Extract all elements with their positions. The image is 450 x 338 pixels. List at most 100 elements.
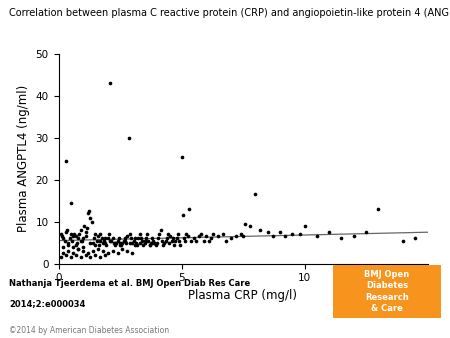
Point [99, 248, 106, 254]
Point [130, 238, 137, 243]
Point [83, 225, 90, 231]
Point [70, 244, 77, 249]
Point [122, 238, 129, 243]
Point [65, 248, 72, 254]
Point [124, 248, 131, 254]
Point [135, 236, 142, 241]
Point [63, 227, 71, 233]
Point [60, 236, 67, 241]
Point [198, 232, 205, 237]
Point [57, 255, 64, 260]
Point [110, 240, 117, 245]
Point [94, 234, 101, 239]
Point [82, 230, 89, 235]
Point [87, 215, 94, 220]
Point [119, 240, 126, 245]
Point [180, 236, 188, 241]
Point [82, 252, 89, 258]
Point [126, 240, 134, 245]
Point [90, 248, 97, 254]
Point [80, 244, 87, 249]
Point [220, 232, 227, 237]
Point [103, 242, 110, 247]
Point [252, 192, 259, 197]
Point [154, 236, 162, 241]
Point [232, 234, 239, 239]
Point [127, 236, 135, 241]
Point [77, 238, 84, 243]
Point [72, 234, 79, 239]
Point [97, 232, 104, 237]
Point [107, 81, 114, 86]
Point [126, 232, 134, 237]
Point [338, 236, 345, 241]
Point [136, 232, 143, 237]
Point [193, 238, 200, 243]
Point [210, 232, 217, 237]
Point [99, 240, 106, 245]
Point [87, 240, 94, 245]
Point [102, 252, 109, 258]
Point [57, 232, 64, 237]
Point [132, 240, 140, 245]
Point [325, 230, 333, 235]
Point [102, 236, 109, 241]
Point [148, 236, 156, 241]
Point [157, 227, 164, 233]
Point [159, 242, 166, 247]
Point [151, 240, 158, 245]
Text: Nathanja Tjeerdema et al. BMJ Open Diab Res Care: Nathanja Tjeerdema et al. BMJ Open Diab … [9, 279, 250, 288]
Point [237, 232, 244, 237]
Point [158, 238, 166, 243]
Point [171, 242, 178, 247]
Point [125, 135, 132, 141]
Point [67, 232, 74, 237]
Point [104, 236, 111, 241]
Point [142, 236, 149, 241]
Point [264, 230, 271, 235]
Point [105, 232, 112, 237]
Point [141, 238, 148, 243]
Point [76, 232, 83, 237]
Point [183, 232, 190, 237]
X-axis label: Plasma CRP (mg/l): Plasma CRP (mg/l) [189, 289, 297, 302]
Point [90, 236, 98, 241]
Text: 2014;2:e000034: 2014;2:e000034 [9, 299, 86, 308]
Point [67, 200, 74, 206]
Point [117, 240, 124, 245]
Point [301, 223, 308, 228]
Point [104, 250, 111, 256]
Point [92, 242, 99, 247]
Point [185, 207, 193, 212]
Point [90, 240, 97, 245]
Point [94, 246, 101, 252]
Point [288, 232, 296, 237]
Point [82, 234, 89, 239]
Point [114, 250, 121, 256]
Point [167, 234, 174, 239]
Point [184, 234, 191, 239]
Point [112, 240, 119, 245]
Point [109, 248, 116, 254]
Point [161, 240, 168, 245]
Point [145, 238, 152, 243]
Point [350, 234, 357, 239]
Point [97, 255, 104, 260]
Y-axis label: Plasma ANGPTL4 (ng/ml): Plasma ANGPTL4 (ng/ml) [17, 85, 30, 233]
Point [61, 238, 68, 243]
Point [66, 236, 73, 241]
Point [144, 232, 151, 237]
Point [182, 238, 189, 243]
Point [173, 236, 180, 241]
Point [93, 238, 100, 243]
Point [124, 234, 131, 239]
Point [78, 238, 86, 243]
Point [88, 219, 95, 224]
Point [129, 250, 136, 256]
Point [412, 236, 419, 241]
Point [80, 248, 87, 254]
Point [81, 223, 88, 228]
Point [77, 227, 84, 233]
Point [179, 213, 186, 218]
Point [122, 240, 130, 245]
